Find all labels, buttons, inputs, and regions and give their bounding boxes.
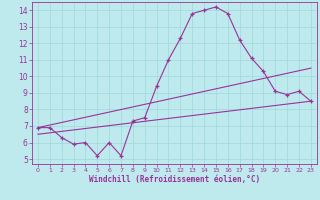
X-axis label: Windchill (Refroidissement éolien,°C): Windchill (Refroidissement éolien,°C) [89,175,260,184]
